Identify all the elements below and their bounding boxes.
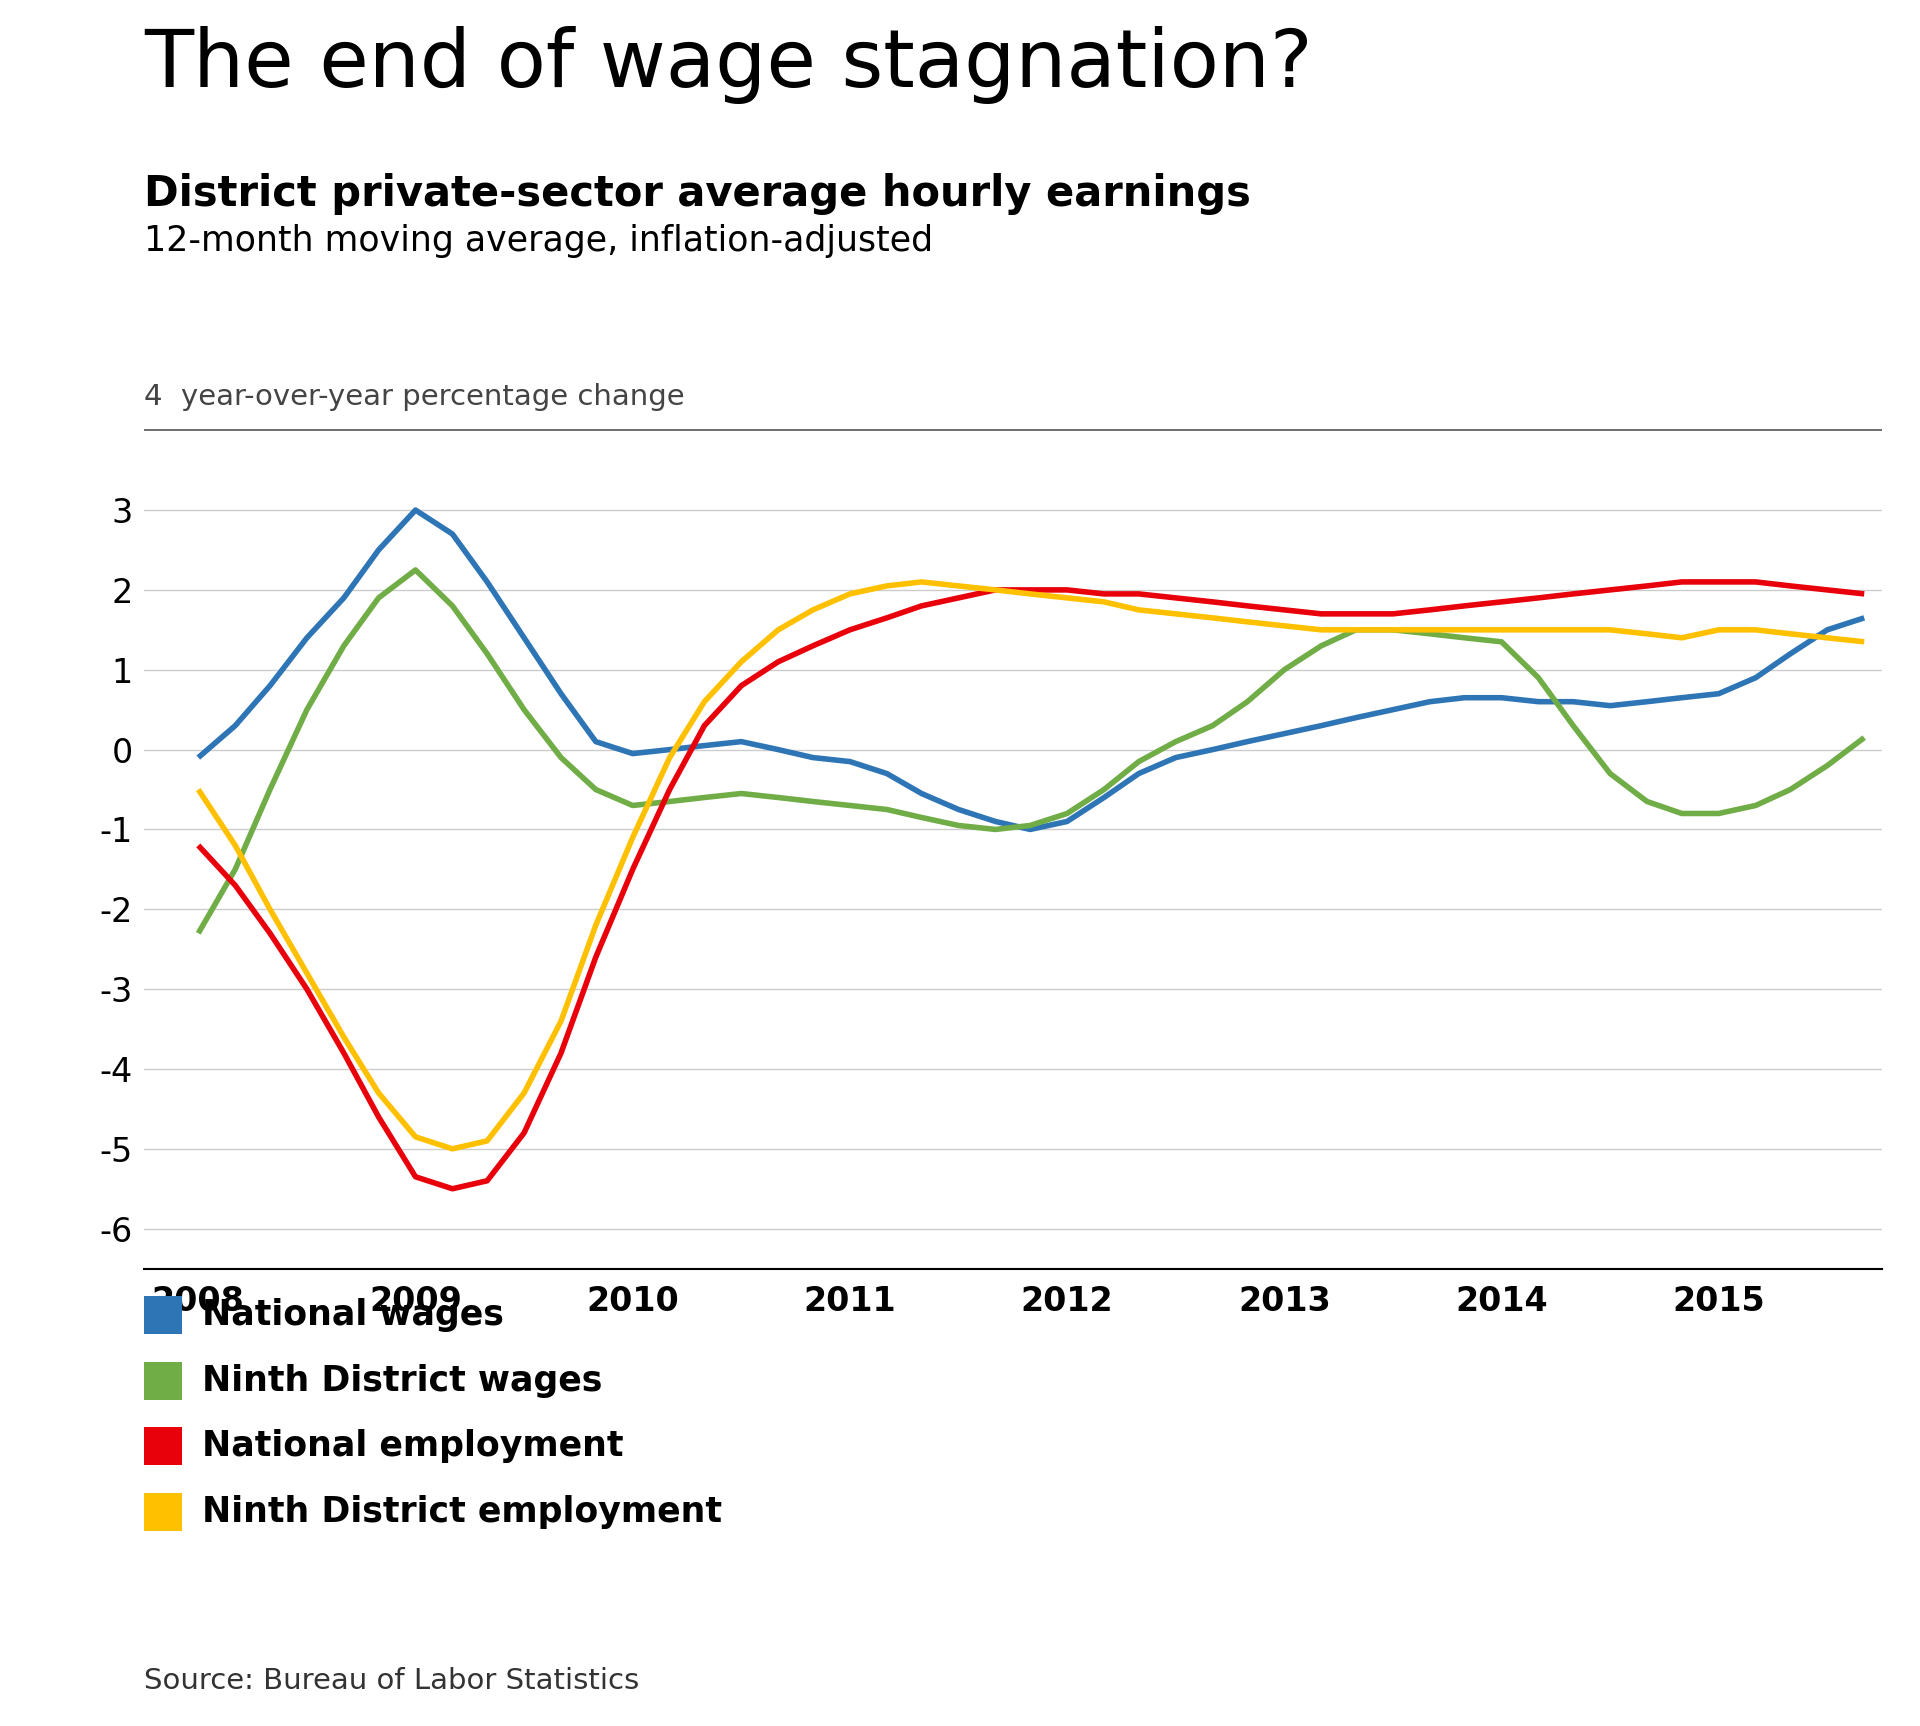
Text: District private-sector average hourly earnings: District private-sector average hourly e… (144, 173, 1250, 214)
Text: National wages: National wages (202, 1298, 503, 1332)
Text: The end of wage stagnation?: The end of wage stagnation? (144, 26, 1313, 104)
Text: 4  year-over-year percentage change: 4 year-over-year percentage change (144, 383, 685, 411)
Text: Source: Bureau of Labor Statistics: Source: Bureau of Labor Statistics (144, 1667, 639, 1695)
Text: National employment: National employment (202, 1429, 624, 1464)
Text: 1: 1 (1830, 31, 1870, 86)
Text: 12-month moving average, inflation-adjusted: 12-month moving average, inflation-adjus… (144, 224, 933, 259)
Text: Ninth District wages: Ninth District wages (202, 1364, 603, 1398)
Text: Ninth District employment: Ninth District employment (202, 1495, 722, 1529)
